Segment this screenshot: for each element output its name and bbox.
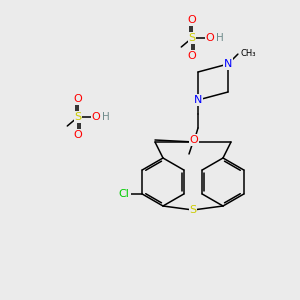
Text: H: H [102, 112, 110, 122]
Text: H: H [216, 33, 224, 43]
Text: S: S [74, 112, 82, 122]
Text: O: O [190, 135, 198, 145]
Text: CH₃: CH₃ [241, 49, 256, 58]
Text: N: N [194, 95, 202, 105]
Text: O: O [188, 51, 196, 61]
Text: Cl: Cl [119, 189, 130, 199]
Text: O: O [206, 33, 214, 43]
Text: N: N [224, 59, 232, 69]
Text: O: O [74, 130, 82, 140]
Text: O: O [92, 112, 100, 122]
Text: S: S [188, 33, 196, 43]
Text: O: O [74, 94, 82, 104]
Text: O: O [188, 15, 196, 25]
Text: S: S [189, 205, 197, 215]
